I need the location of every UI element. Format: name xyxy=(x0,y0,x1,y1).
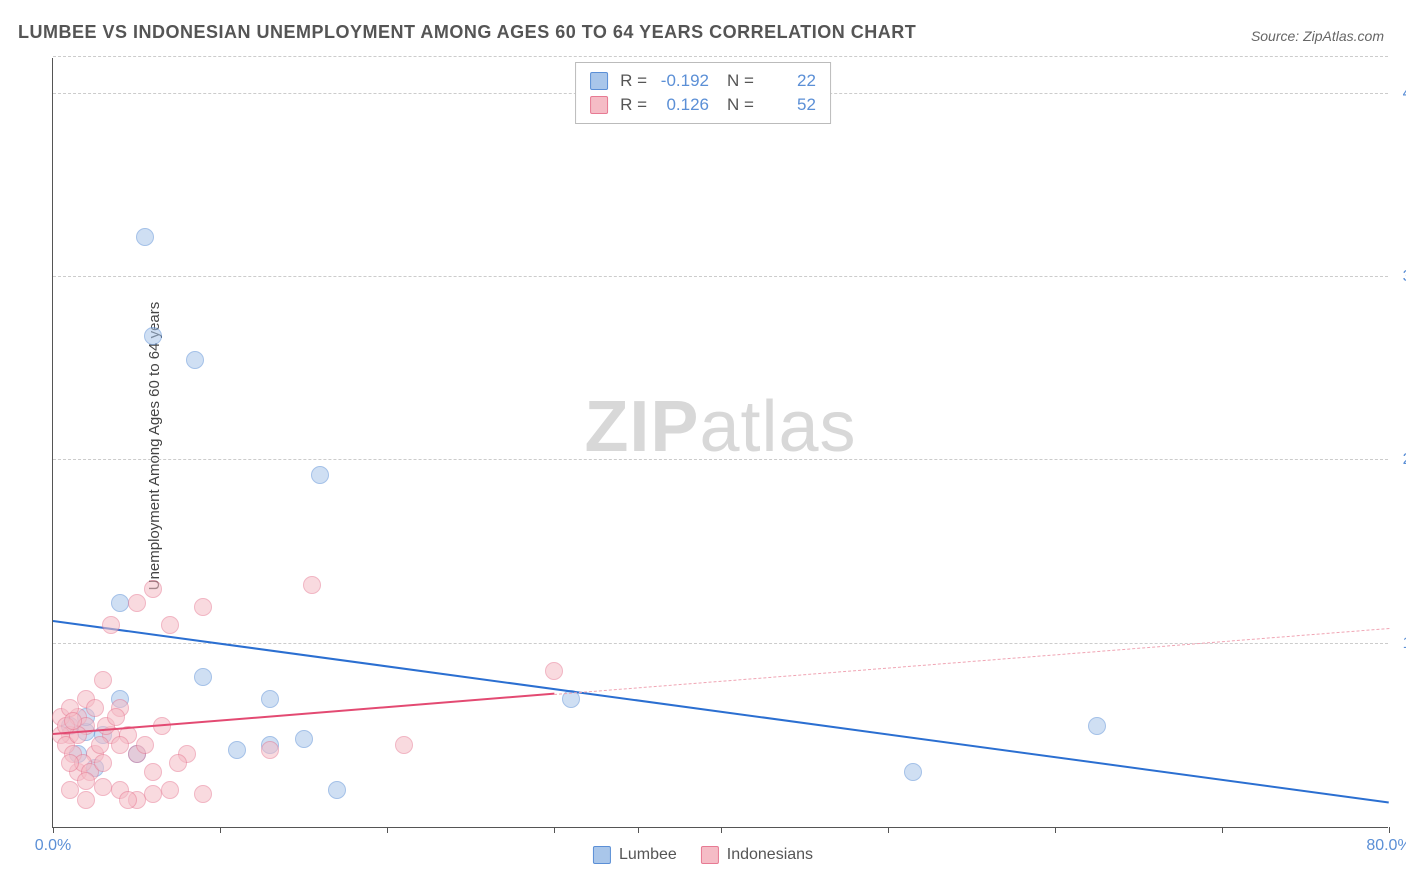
legend-item-lumbee: Lumbee xyxy=(593,846,677,864)
swatch-lumbee xyxy=(593,846,611,864)
plot-area: ZIPatlas 10.0%20.0%30.0%40.0%0.0%80.0% xyxy=(52,58,1388,828)
chart-title: LUMBEE VS INDONESIAN UNEMPLOYMENT AMONG … xyxy=(18,22,916,43)
watermark-bold: ZIP xyxy=(584,387,699,467)
r-label: R = xyxy=(620,71,647,91)
legend-label-indonesians: Indonesians xyxy=(727,846,813,864)
legend-label-lumbee: Lumbee xyxy=(619,846,677,864)
data-point-indonesians xyxy=(161,781,179,799)
swatch-indonesians xyxy=(590,96,608,114)
x-tick xyxy=(53,827,54,833)
data-point-indonesians xyxy=(111,736,129,754)
n-label: N = xyxy=(727,71,754,91)
data-point-lumbee xyxy=(904,763,922,781)
x-tick xyxy=(387,827,388,833)
gridline xyxy=(53,459,1388,460)
data-point-indonesians xyxy=(303,576,321,594)
n-label: N = xyxy=(727,95,754,115)
data-point-indonesians xyxy=(128,594,146,612)
correlation-legend: R = -0.192 N = 22 R = 0.126 N = 52 xyxy=(575,62,831,124)
legend-row-indonesians: R = 0.126 N = 52 xyxy=(590,93,816,117)
r-value-lumbee: -0.192 xyxy=(655,71,709,91)
x-tick xyxy=(220,827,221,833)
gridline xyxy=(53,276,1388,277)
data-point-indonesians xyxy=(86,699,104,717)
gridline xyxy=(53,56,1388,57)
swatch-lumbee xyxy=(590,72,608,90)
x-tick xyxy=(1055,827,1056,833)
data-point-indonesians xyxy=(94,778,112,796)
data-point-indonesians xyxy=(64,712,82,730)
data-point-indonesians xyxy=(194,598,212,616)
legend-row-lumbee: R = -0.192 N = 22 xyxy=(590,69,816,93)
n-value-indonesians: 52 xyxy=(762,95,816,115)
data-point-indonesians xyxy=(161,616,179,634)
data-point-indonesians xyxy=(136,736,154,754)
x-tick-label: 0.0% xyxy=(35,837,71,855)
r-label: R = xyxy=(620,95,647,115)
data-point-indonesians xyxy=(94,754,112,772)
data-point-indonesians xyxy=(169,754,187,772)
x-tick xyxy=(721,827,722,833)
data-point-indonesians xyxy=(77,791,95,809)
x-tick xyxy=(888,827,889,833)
n-value-lumbee: 22 xyxy=(762,71,816,91)
data-point-indonesians xyxy=(61,781,79,799)
data-point-lumbee xyxy=(111,594,129,612)
x-tick xyxy=(1389,827,1390,833)
y-tick-label: 10.0% xyxy=(1393,635,1406,653)
regression-line xyxy=(554,628,1389,695)
regression-line xyxy=(53,620,1389,803)
data-point-lumbee xyxy=(295,730,313,748)
data-point-indonesians xyxy=(91,736,109,754)
series-legend: Lumbee Indonesians xyxy=(593,846,813,864)
data-point-lumbee xyxy=(228,741,246,759)
legend-item-indonesians: Indonesians xyxy=(701,846,813,864)
data-point-lumbee xyxy=(136,228,154,246)
swatch-indonesians xyxy=(701,846,719,864)
data-point-lumbee xyxy=(194,668,212,686)
data-point-lumbee xyxy=(261,690,279,708)
y-tick-label: 30.0% xyxy=(1393,268,1406,286)
data-point-indonesians xyxy=(119,791,137,809)
data-point-lumbee xyxy=(1088,717,1106,735)
data-point-lumbee xyxy=(144,327,162,345)
source-attribution: Source: ZipAtlas.com xyxy=(1251,28,1384,44)
watermark-light: atlas xyxy=(699,387,856,467)
y-tick-label: 40.0% xyxy=(1393,85,1406,103)
data-point-indonesians xyxy=(102,616,120,634)
x-tick xyxy=(638,827,639,833)
r-value-indonesians: 0.126 xyxy=(655,95,709,115)
data-point-indonesians xyxy=(94,671,112,689)
data-point-indonesians xyxy=(77,772,95,790)
x-tick xyxy=(554,827,555,833)
data-point-indonesians xyxy=(61,754,79,772)
watermark: ZIPatlas xyxy=(584,386,856,468)
x-tick-label: 80.0% xyxy=(1366,837,1406,855)
data-point-indonesians xyxy=(144,785,162,803)
data-point-indonesians xyxy=(194,785,212,803)
data-point-indonesians xyxy=(545,662,563,680)
data-point-indonesians xyxy=(144,763,162,781)
data-point-indonesians xyxy=(261,741,279,759)
data-point-lumbee xyxy=(186,351,204,369)
x-tick xyxy=(1222,827,1223,833)
data-point-lumbee xyxy=(328,781,346,799)
y-tick-label: 20.0% xyxy=(1393,451,1406,469)
data-point-indonesians xyxy=(107,708,125,726)
data-point-indonesians xyxy=(144,580,162,598)
data-point-indonesians xyxy=(395,736,413,754)
data-point-lumbee xyxy=(311,466,329,484)
